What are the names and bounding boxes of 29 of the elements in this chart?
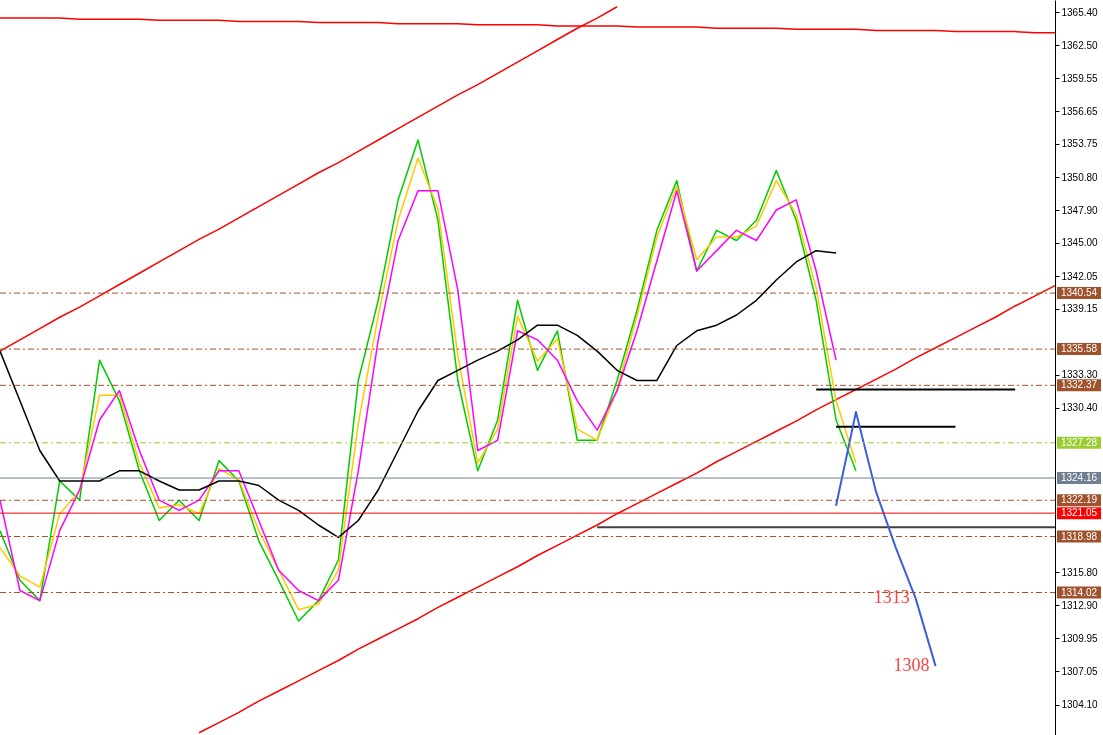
annotation: 1313 bbox=[873, 587, 910, 608]
annotation: 1308 bbox=[893, 655, 930, 676]
y-tick-label: 1362.50 bbox=[1061, 39, 1099, 51]
line-series bbox=[0, 249, 837, 539]
y-tick-label: 1304.10 bbox=[1061, 699, 1099, 711]
y-tick-label: 1347.90 bbox=[1061, 204, 1099, 216]
y-tick-label: 1342.05 bbox=[1061, 270, 1099, 282]
ref-line-label: 1314.02 bbox=[1060, 586, 1098, 598]
ref-line-label: 1324.16 bbox=[1060, 472, 1098, 484]
y-tick-label: 1350.80 bbox=[1061, 171, 1099, 183]
y-tick-label: 1353.75 bbox=[1061, 138, 1099, 150]
y-tick-label: 1333.30 bbox=[1061, 369, 1099, 381]
ref-line-label: 1321.05 bbox=[1060, 507, 1098, 519]
y-tick-label: 1339.15 bbox=[1061, 303, 1099, 315]
y-tick-label: 1356.65 bbox=[1061, 105, 1099, 117]
y-tick-label: 1330.40 bbox=[1061, 402, 1099, 414]
y-tick-label: 1312.90 bbox=[1061, 599, 1099, 611]
ref-line-label: 1327.28 bbox=[1060, 436, 1098, 448]
ref-line-label: 1322.19 bbox=[1060, 494, 1098, 506]
ref-line-label: 1340.54 bbox=[1060, 287, 1098, 299]
y-tick-label: 1365.40 bbox=[1061, 6, 1099, 18]
ref-line-label: 1335.58 bbox=[1060, 343, 1098, 355]
y-tick-label: 1359.55 bbox=[1061, 72, 1099, 84]
y-tick-label: 1309.95 bbox=[1061, 632, 1099, 644]
y-tick-label: 1315.80 bbox=[1061, 566, 1099, 578]
ref-line-label: 1332.37 bbox=[1060, 379, 1098, 391]
y-tick-label: 1307.05 bbox=[1061, 665, 1099, 677]
y-tick-label: 1345.00 bbox=[1061, 237, 1099, 249]
ref-line-label: 1318.98 bbox=[1060, 530, 1098, 542]
